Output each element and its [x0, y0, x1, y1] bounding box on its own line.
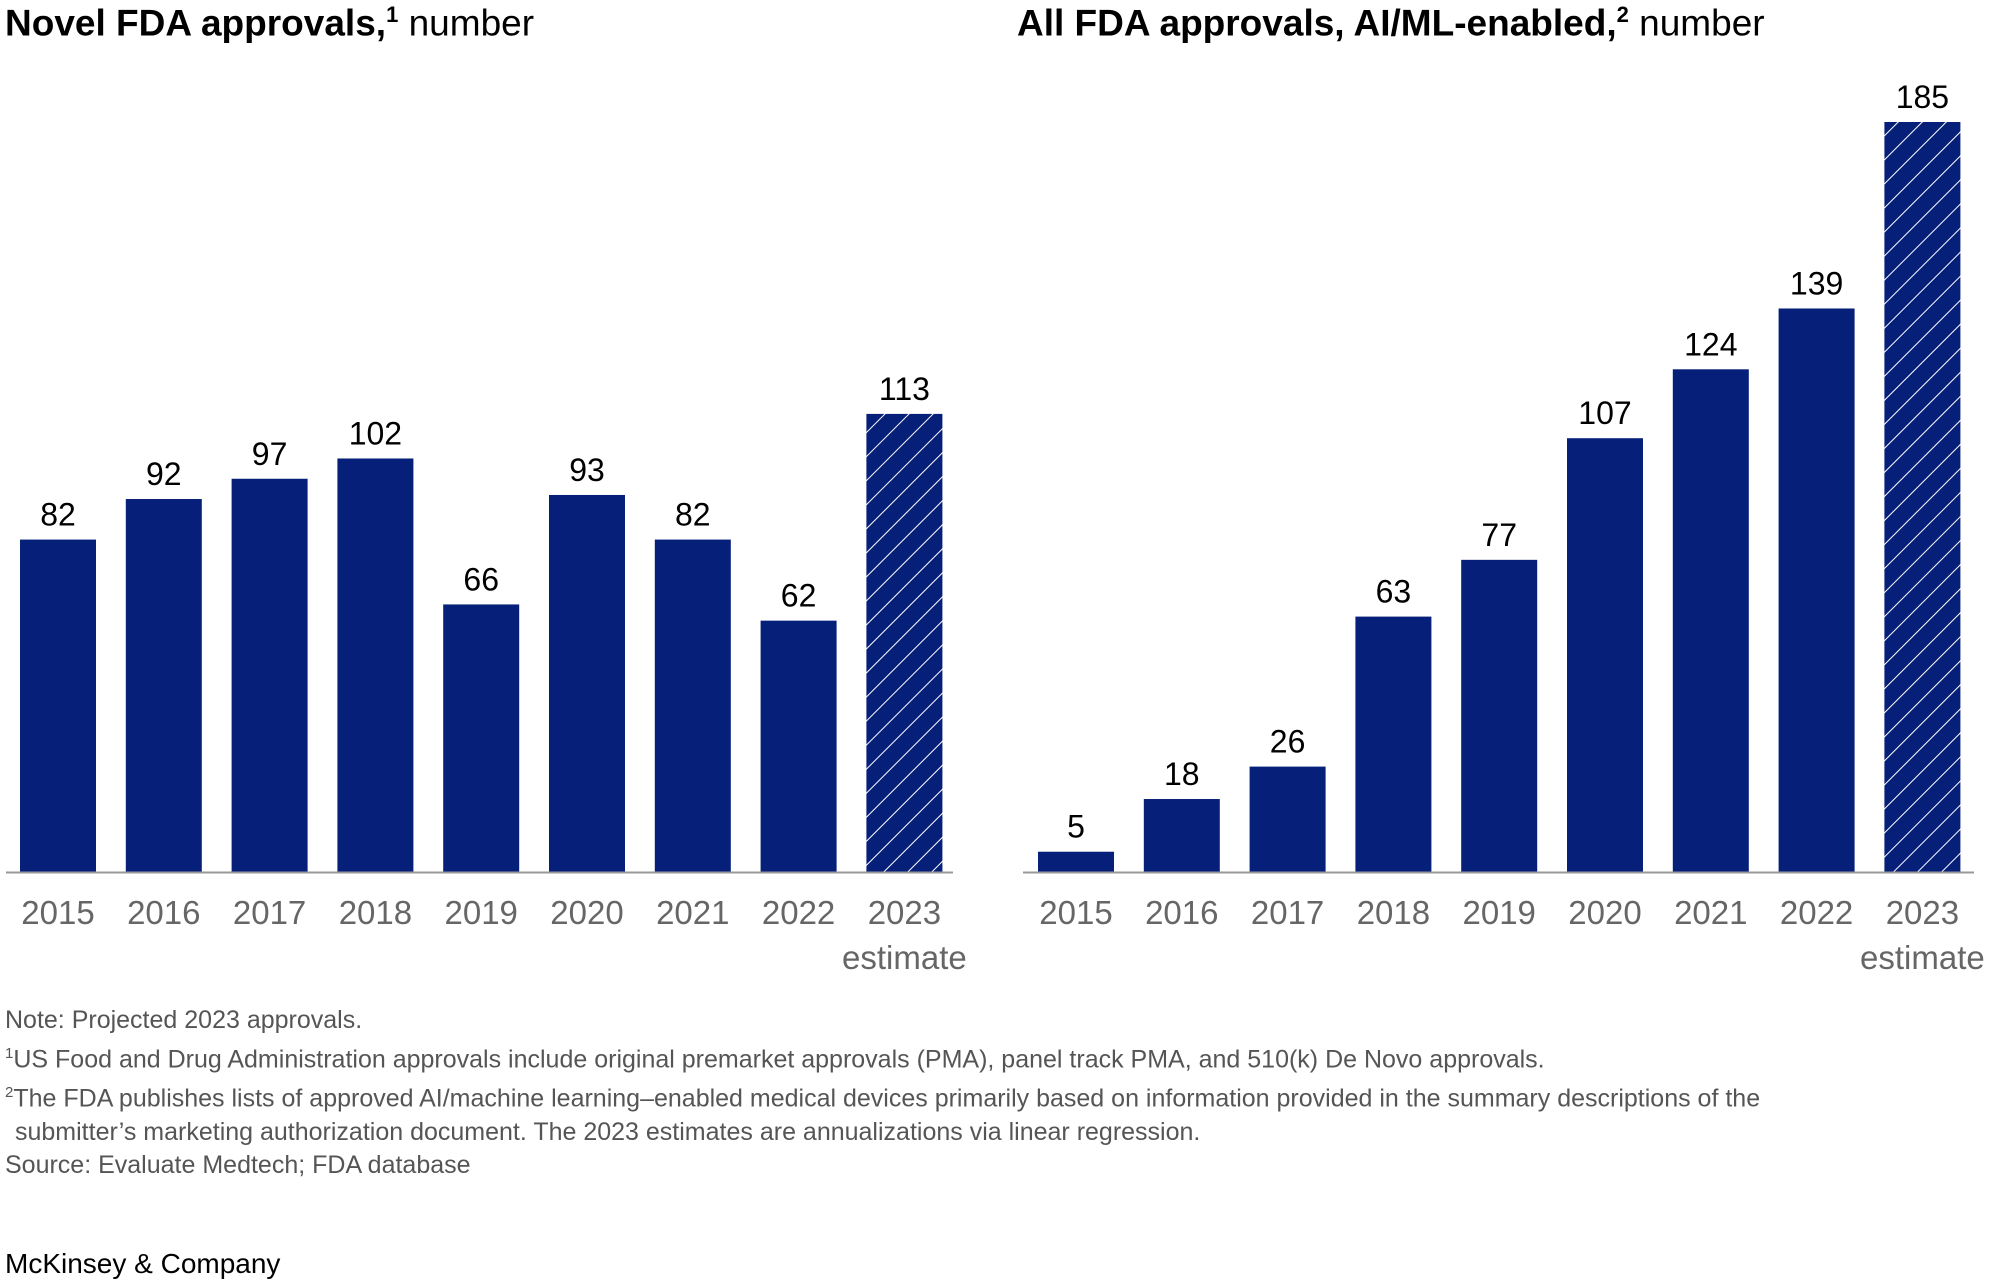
- data-label: 185: [1896, 79, 1949, 115]
- bar-2023: [866, 413, 943, 872]
- x-tick-label: 2022: [762, 894, 835, 931]
- source-text: Source: Evaluate Medtech; FDA database: [5, 1150, 471, 1179]
- data-label: 124: [1684, 326, 1737, 362]
- bar-charts: 82 2015 92 2016 97 2017 102 2018 66 2019 93 2020 82 2…: [6, 79, 1985, 976]
- right-title-unit: number: [1639, 2, 1765, 44]
- data-label: 97: [252, 436, 288, 472]
- bar-2021: [654, 539, 731, 872]
- left-title-unit: number: [408, 2, 535, 44]
- bar-2023: [1884, 122, 1961, 872]
- bar-2015: [1038, 851, 1114, 872]
- data-label: 102: [349, 415, 402, 451]
- footnote-1-marker: 1: [5, 1045, 14, 1062]
- footnote-2: 2The FDA publishes lists of approved AI/…: [5, 1076, 1760, 1115]
- left-title-text: Novel FDA approvals,: [5, 2, 387, 44]
- footnote-2-text: The FDA publishes lists of approved AI/m…: [13, 1084, 1761, 1113]
- mckinsey-logo: McKinsey & Company: [5, 1248, 281, 1279]
- bar-2022: [1778, 308, 1855, 873]
- right-chart-title: All FDA approvals, AI/ML-enabled,2 numbe…: [1017, 2, 1765, 44]
- bar-2017: [1249, 766, 1326, 872]
- x-tick-label: 2017: [233, 894, 306, 931]
- bar-2021: [1672, 369, 1749, 872]
- data-label: 77: [1481, 517, 1517, 553]
- data-label: 26: [1270, 724, 1306, 760]
- data-label: 82: [40, 497, 76, 533]
- x-tick-label: 2020: [550, 894, 623, 931]
- x-tick-label: 2019: [444, 894, 517, 931]
- footnote-1: 1US Food and Drug Administration approva…: [5, 1037, 1760, 1076]
- data-label: 113: [879, 371, 930, 407]
- data-label: 62: [781, 578, 817, 614]
- bar-2016: [125, 499, 202, 872]
- bar-2018: [337, 458, 414, 872]
- data-label: 93: [569, 452, 605, 488]
- notes: Note: Projected 2023 approvals. 1US Food…: [5, 1004, 1760, 1182]
- x-sublabel: estimate: [842, 939, 967, 976]
- bar-2020: [1567, 438, 1643, 872]
- footnote-1-text: US Food and Drug Administration approval…: [13, 1045, 1545, 1074]
- x-tick-label: 2022: [1780, 894, 1853, 931]
- bar-2015: [20, 539, 96, 872]
- data-label: 139: [1790, 265, 1843, 301]
- x-tick-label: 2015: [1039, 894, 1112, 931]
- data-label: 82: [675, 497, 711, 533]
- x-tick-label: 2018: [339, 894, 412, 931]
- right-title-text: All FDA approvals, AI/ML-enabled,: [1017, 2, 1617, 44]
- bar-2020: [549, 494, 625, 872]
- data-label: 63: [1376, 574, 1412, 610]
- x-tick-label: 2019: [1462, 894, 1535, 931]
- right-title-footnote: 2: [1616, 2, 1629, 27]
- x-tick-label: 2020: [1568, 894, 1641, 931]
- data-label: 5: [1067, 809, 1085, 845]
- x-tick-label: 2023: [868, 894, 941, 931]
- x-tick-label: 2023: [1886, 894, 1959, 931]
- x-sublabel: estimate: [1860, 939, 1985, 976]
- footnote-2-continued: submitter’s marketing authorization docu…: [15, 1117, 1201, 1146]
- bar-2016: [1143, 799, 1220, 872]
- x-tick-label: 2021: [656, 894, 729, 931]
- x-tick-label: 2021: [1674, 894, 1747, 931]
- bar-2019: [443, 604, 520, 872]
- x-tick-label: 2015: [21, 894, 94, 931]
- x-tick-label: 2018: [1357, 894, 1430, 931]
- x-tick-label: 2016: [1145, 894, 1218, 931]
- bar-2017: [231, 478, 308, 872]
- data-label: 107: [1578, 395, 1631, 431]
- left-title-footnote: 1: [386, 2, 399, 27]
- left-chart-title: Novel FDA approvals,1 number: [5, 2, 534, 44]
- data-label: 66: [463, 561, 499, 597]
- data-label: 92: [146, 456, 182, 492]
- x-tick-label: 2016: [127, 894, 200, 931]
- footnote-2-marker: 2: [5, 1084, 14, 1102]
- note-text: Note: Projected 2023 approvals.: [5, 1006, 363, 1034]
- data-label: 18: [1164, 756, 1200, 792]
- bar-2022: [760, 620, 837, 872]
- bar-2018: [1355, 616, 1432, 872]
- x-tick-label: 2017: [1251, 894, 1324, 931]
- bar-2019: [1461, 559, 1538, 872]
